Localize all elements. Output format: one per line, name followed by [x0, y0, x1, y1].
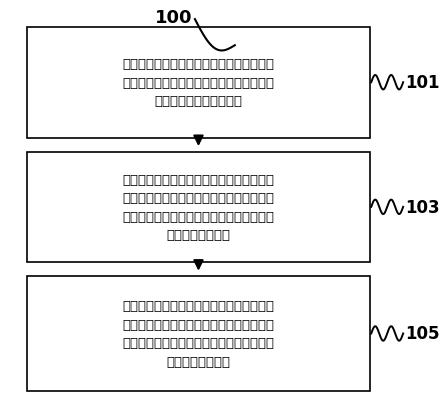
Text: 根据所述预定字段的字段值和所述预定字段
与所述第二报文协议的字段结构中的字段的
对应关系生成第二报文，所述第二报文遵循
所述第二报文协议: 根据所述预定字段的字段值和所述预定字段 与所述第二报文协议的字段结构中的字段的 …: [122, 300, 274, 368]
FancyBboxPatch shape: [27, 28, 370, 138]
Text: 100: 100: [155, 9, 193, 27]
Text: 根据第一报文协议的字段结构提取接收到的
第一报文的预定字段的字段值，所述第一报
文遵循所述第一报文协议: 根据第一报文协议的字段结构提取接收到的 第一报文的预定字段的字段值，所述第一报 …: [122, 58, 274, 108]
Text: 根据第一报文协议的字段结构到第二报文协
议的字段结构的映射关系，将所述第一报文
的所述预定字段映射到第二报文协议的字段
结构中的对应字段: 根据第一报文协议的字段结构到第二报文协 议的字段结构的映射关系，将所述第一报文 …: [122, 173, 274, 242]
Text: 103: 103: [405, 198, 440, 216]
Text: 105: 105: [405, 325, 440, 342]
Text: 101: 101: [405, 74, 440, 92]
FancyBboxPatch shape: [27, 152, 370, 263]
FancyBboxPatch shape: [27, 277, 370, 391]
